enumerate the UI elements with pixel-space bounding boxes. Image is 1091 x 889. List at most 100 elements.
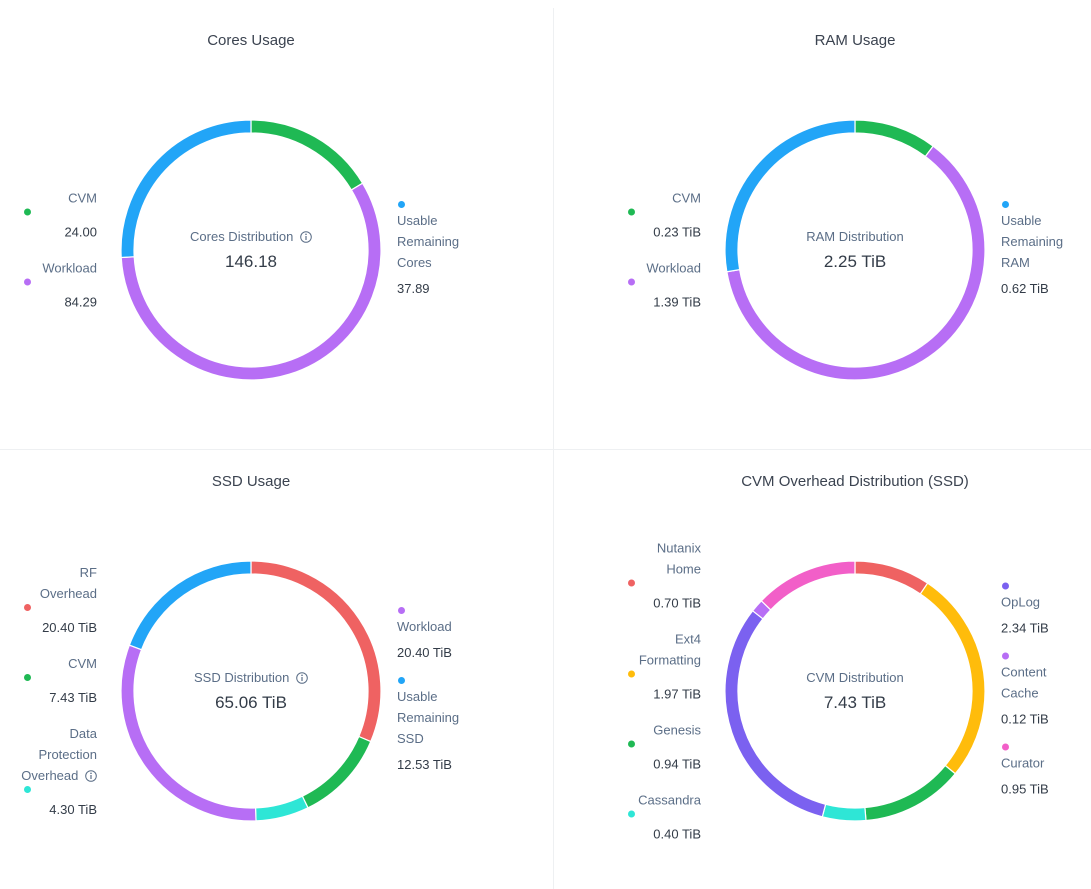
center-label: RAM Distribution 2.25 TiB xyxy=(755,228,955,274)
legend-item: CVM 7.43 TiB xyxy=(19,653,97,708)
legend-dot xyxy=(24,674,31,681)
legend-label: RF Overhead xyxy=(39,565,97,601)
donut-segment xyxy=(724,119,856,273)
donut-segment xyxy=(254,795,309,822)
info-icon[interactable] xyxy=(300,231,312,243)
vertical-divider xyxy=(553,8,554,889)
legend-label: Workload xyxy=(397,619,452,634)
legend-dot xyxy=(628,670,635,678)
legend-item: Usable Remaining SSD 12.53 TiB xyxy=(397,677,472,775)
legend-item: Nutanix Home 0.70 TiB xyxy=(623,538,701,614)
legend-dot xyxy=(628,278,635,286)
legend-right: Usable Remaining Cores 37.89 xyxy=(397,201,472,299)
legend-value: 24.00 xyxy=(19,208,97,243)
legend-value: 0.95 TiB xyxy=(1001,781,1049,797)
legend-dot xyxy=(1002,652,1009,660)
legend-value: 0.40 TiB xyxy=(623,810,701,845)
legend-value: 0.23 TiB xyxy=(623,208,701,243)
donut-segment xyxy=(301,735,372,809)
legend-dot xyxy=(1002,582,1009,590)
donut-segment xyxy=(128,560,252,651)
legend-item: Workload 1.39 TiB xyxy=(623,258,701,313)
donut-segment xyxy=(864,764,957,822)
legend-item: Data Protection Overhead 4.30 TiB xyxy=(19,723,97,820)
legend-value: 7.43 TiB xyxy=(19,674,97,708)
legend-dot xyxy=(1002,743,1009,751)
legend-value: 84.29 xyxy=(19,278,97,313)
legend-dot xyxy=(628,208,635,216)
legend-left: CVM 0.23 TiB Workload 1.39 TiB xyxy=(623,188,701,313)
legend-label: Workload xyxy=(42,260,97,276)
donut-segment xyxy=(120,119,252,259)
legend-dot xyxy=(398,201,405,208)
legend-label: Usable Remaining SSD xyxy=(397,689,460,746)
center-label: Cores Distribution 146.18 xyxy=(151,228,351,274)
center-total: 7.43 TiB xyxy=(823,693,887,712)
legend-label: Data Protection Overhead xyxy=(21,726,97,783)
legend-right: OpLog 2.34 TiB Content Cache 0.12 TiB Curato… xyxy=(1001,582,1076,800)
legend-item: Cassandra 0.40 TiB xyxy=(623,790,701,845)
chart-title: Cores Usage xyxy=(207,32,295,49)
center-total: 2.25 TiB xyxy=(823,252,887,271)
legend-item: Ext4 Formatting 1.97 TiB xyxy=(623,629,701,705)
legend-item: Genesis 0.94 TiB xyxy=(623,720,701,775)
legend-value: 20.40 TiB xyxy=(19,604,97,638)
center-label: SSD Distribution 65.06 TiB xyxy=(151,669,351,715)
legend-item: Workload 20.40 TiB xyxy=(397,607,472,663)
legend-label: Usable Remaining RAM xyxy=(1001,213,1064,270)
legend-label: Genesis xyxy=(653,722,701,738)
horizontal-divider xyxy=(0,449,1091,450)
legend-right: Workload 20.40 TiB Usable Remaining SSD 12.… xyxy=(397,607,472,775)
legend-label: Cassandra xyxy=(638,792,701,808)
legend-value: 2.34 TiB xyxy=(1001,620,1049,636)
chart-title: SSD Usage xyxy=(211,473,291,490)
chart-title: CVM Overhead Distribution (SSD) xyxy=(741,473,969,490)
legend-item: Usable Remaining RAM 0.62 TiB xyxy=(1001,201,1076,299)
legend-dot xyxy=(628,740,635,748)
legend-item: RF Overhead 20.40 TiB xyxy=(19,562,97,638)
legend-label: Usable Remaining Cores xyxy=(397,213,460,270)
legend-left: RF Overhead 20.40 TiB CVM 7.43 TiB Data Prot… xyxy=(19,562,97,820)
center-title-text: RAM Distribution xyxy=(806,229,904,244)
legend-dot xyxy=(628,810,635,818)
legend-dot xyxy=(628,579,635,587)
legend-dot xyxy=(24,278,31,286)
legend-value: 37.89 xyxy=(397,281,430,296)
donut-segment xyxy=(854,119,935,158)
legend-dot xyxy=(24,208,31,216)
center-title: RAM Distribution xyxy=(755,228,955,246)
legend-label: Ext4 Formatting xyxy=(638,631,701,668)
legend-item: Content Cache 0.12 TiB xyxy=(1001,652,1076,730)
center-title-text: Cores Distribution xyxy=(190,229,294,244)
center-label: CVM Distribution 7.43 TiB xyxy=(755,669,955,715)
donut-segment xyxy=(760,560,856,611)
legend-value: 0.62 TiB xyxy=(1001,281,1049,296)
center-title-text: SSD Distribution xyxy=(194,670,290,685)
legend-item: Workload 84.29 xyxy=(19,258,97,313)
center-title-text: CVM Distribution xyxy=(806,670,904,685)
legend-left: Nutanix Home 0.70 TiB Ext4 Formatting 1.97 … xyxy=(623,538,701,845)
legend-value: 1.97 TiB xyxy=(623,670,701,705)
legend-value: 12.53 TiB xyxy=(397,757,452,772)
chart-title: RAM Usage xyxy=(814,32,896,49)
center-title: CVM Distribution xyxy=(755,669,955,687)
donut-segment xyxy=(120,182,382,381)
legend-value: 20.40 TiB xyxy=(397,645,452,660)
info-icon[interactable] xyxy=(85,770,97,782)
legend-label: Nutanix Home xyxy=(656,540,701,577)
legend-item: Curator 0.95 TiB xyxy=(1001,743,1076,800)
legend-value: 4.30 TiB xyxy=(19,786,97,820)
legend-dot xyxy=(398,677,405,684)
legend-value: 0.12 TiB xyxy=(1001,711,1049,727)
legend-right: Usable Remaining RAM 0.62 TiB xyxy=(1001,201,1076,299)
legend-label: CVM xyxy=(672,190,701,206)
legend-item: Usable Remaining Cores 37.89 xyxy=(397,201,472,299)
donut-segment xyxy=(250,119,364,191)
legend-label: CVM xyxy=(68,656,97,671)
legend-value: 0.94 TiB xyxy=(623,740,701,775)
legend-dot xyxy=(398,607,405,614)
info-icon[interactable] xyxy=(296,672,308,684)
legend-left: CVM 24.00 Workload 84.29 xyxy=(19,188,97,313)
donut-segment xyxy=(854,560,929,595)
